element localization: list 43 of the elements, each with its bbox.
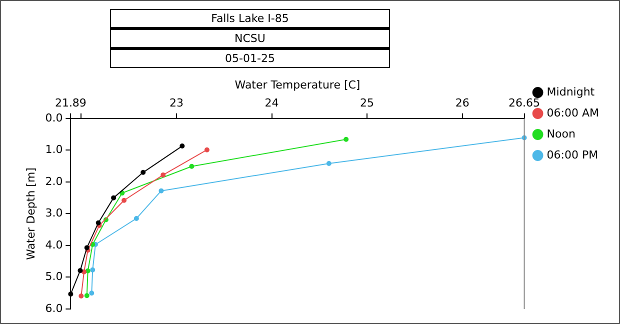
- y-tick-label: 3.0: [45, 206, 63, 220]
- point: [189, 164, 194, 169]
- y-tick-label: 5.0: [45, 270, 63, 284]
- point: [89, 290, 94, 296]
- x-tick-label: 21.89: [54, 96, 86, 110]
- legend-label: Noon: [546, 127, 576, 140]
- x-tick-label: 24: [264, 96, 279, 110]
- point: [84, 245, 90, 250]
- x-tick-label: 23: [169, 96, 184, 110]
- y-tick-label: 6.0: [45, 302, 63, 315]
- y-tick-label: 1.0: [45, 143, 63, 156]
- point: [180, 144, 185, 149]
- legend-label: Midnight: [546, 85, 596, 98]
- x-tick-label: 26: [455, 96, 470, 110]
- y-tick-label: 0.0: [45, 111, 63, 124]
- y-tick-label: 2.0: [45, 174, 63, 188]
- y-tick-label: 4.0: [45, 238, 63, 252]
- point: [140, 170, 146, 175]
- x-tick-label: 26.65: [508, 96, 540, 110]
- point: [84, 293, 90, 298]
- chart-title: Falls Lake I-85: [110, 9, 390, 29]
- point: [344, 136, 349, 142]
- legend-label: 06:00 PM: [546, 148, 598, 162]
- y-axis-title: Water Depth [m]: [24, 168, 38, 260]
- point: [78, 268, 83, 274]
- point: [204, 147, 210, 152]
- x-tick-label: 25: [360, 96, 374, 110]
- point: [85, 268, 90, 274]
- point: [134, 216, 139, 221]
- point: [96, 220, 101, 226]
- point: [122, 198, 127, 203]
- point: [326, 161, 332, 166]
- legend-label: 06:00 AM: [546, 106, 600, 120]
- chart-subtitle: NCSU: [110, 29, 390, 49]
- point: [68, 292, 74, 297]
- point: [90, 267, 96, 272]
- point: [111, 195, 116, 200]
- text: 05-01-25: [110, 49, 390, 68]
- point: [82, 269, 87, 274]
- x-axis-title: Water Temperature [C]: [234, 78, 360, 92]
- point: [160, 172, 166, 178]
- point: [158, 188, 164, 194]
- point: [78, 293, 84, 298]
